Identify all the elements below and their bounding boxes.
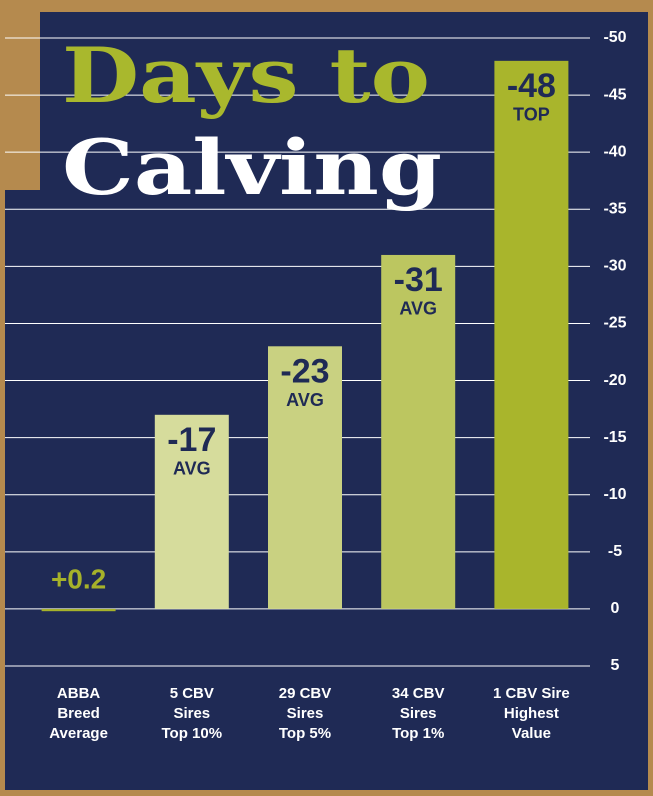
y-tick-label: -5 [608, 543, 622, 560]
badge-label: AVG [173, 459, 211, 479]
y-tick-label: -40 [603, 143, 626, 160]
x-tick-label: 5 CBV Sires Top 10% [161, 685, 223, 742]
y-tick-label: -20 [603, 372, 626, 389]
x-tick-label: 34 CBV Sires Top 1% [391, 685, 445, 742]
bar [268, 346, 342, 609]
badge-label: AVG [399, 299, 437, 319]
chart-title: Calving [62, 123, 442, 212]
bar [381, 254, 456, 609]
y-tick-label: -50 [603, 29, 626, 46]
y-tick-label: -30 [603, 258, 626, 275]
bar [154, 414, 229, 609]
chart-title: Days to [62, 31, 430, 120]
bar [494, 60, 569, 609]
y-tick-label: -45 [603, 86, 626, 103]
y-tick-label: -10 [603, 486, 626, 503]
value-label: -31 [394, 261, 443, 299]
badge-label: TOP [513, 105, 550, 125]
backdrop [0, 0, 653, 12]
value-label: -17 [167, 421, 216, 459]
y-tick-label: -25 [603, 315, 626, 332]
x-tick-label: ABBA Breed Average [49, 685, 108, 742]
x-tick-label: 1 CBV Sire Highest Value [493, 685, 570, 742]
y-tick-label: -15 [603, 429, 626, 446]
value-label: +0.2 [51, 563, 106, 594]
bar [41, 608, 116, 612]
y-tick-label: -35 [603, 200, 626, 217]
value-label: -23 [280, 352, 329, 390]
x-tick-label: 29 CBV Sires Top 5% [278, 685, 332, 742]
badge-label: AVG [286, 390, 324, 410]
y-tick-label: 0 [611, 600, 620, 617]
value-label: -48 [507, 67, 556, 105]
y-tick-label: 5 [611, 657, 620, 674]
